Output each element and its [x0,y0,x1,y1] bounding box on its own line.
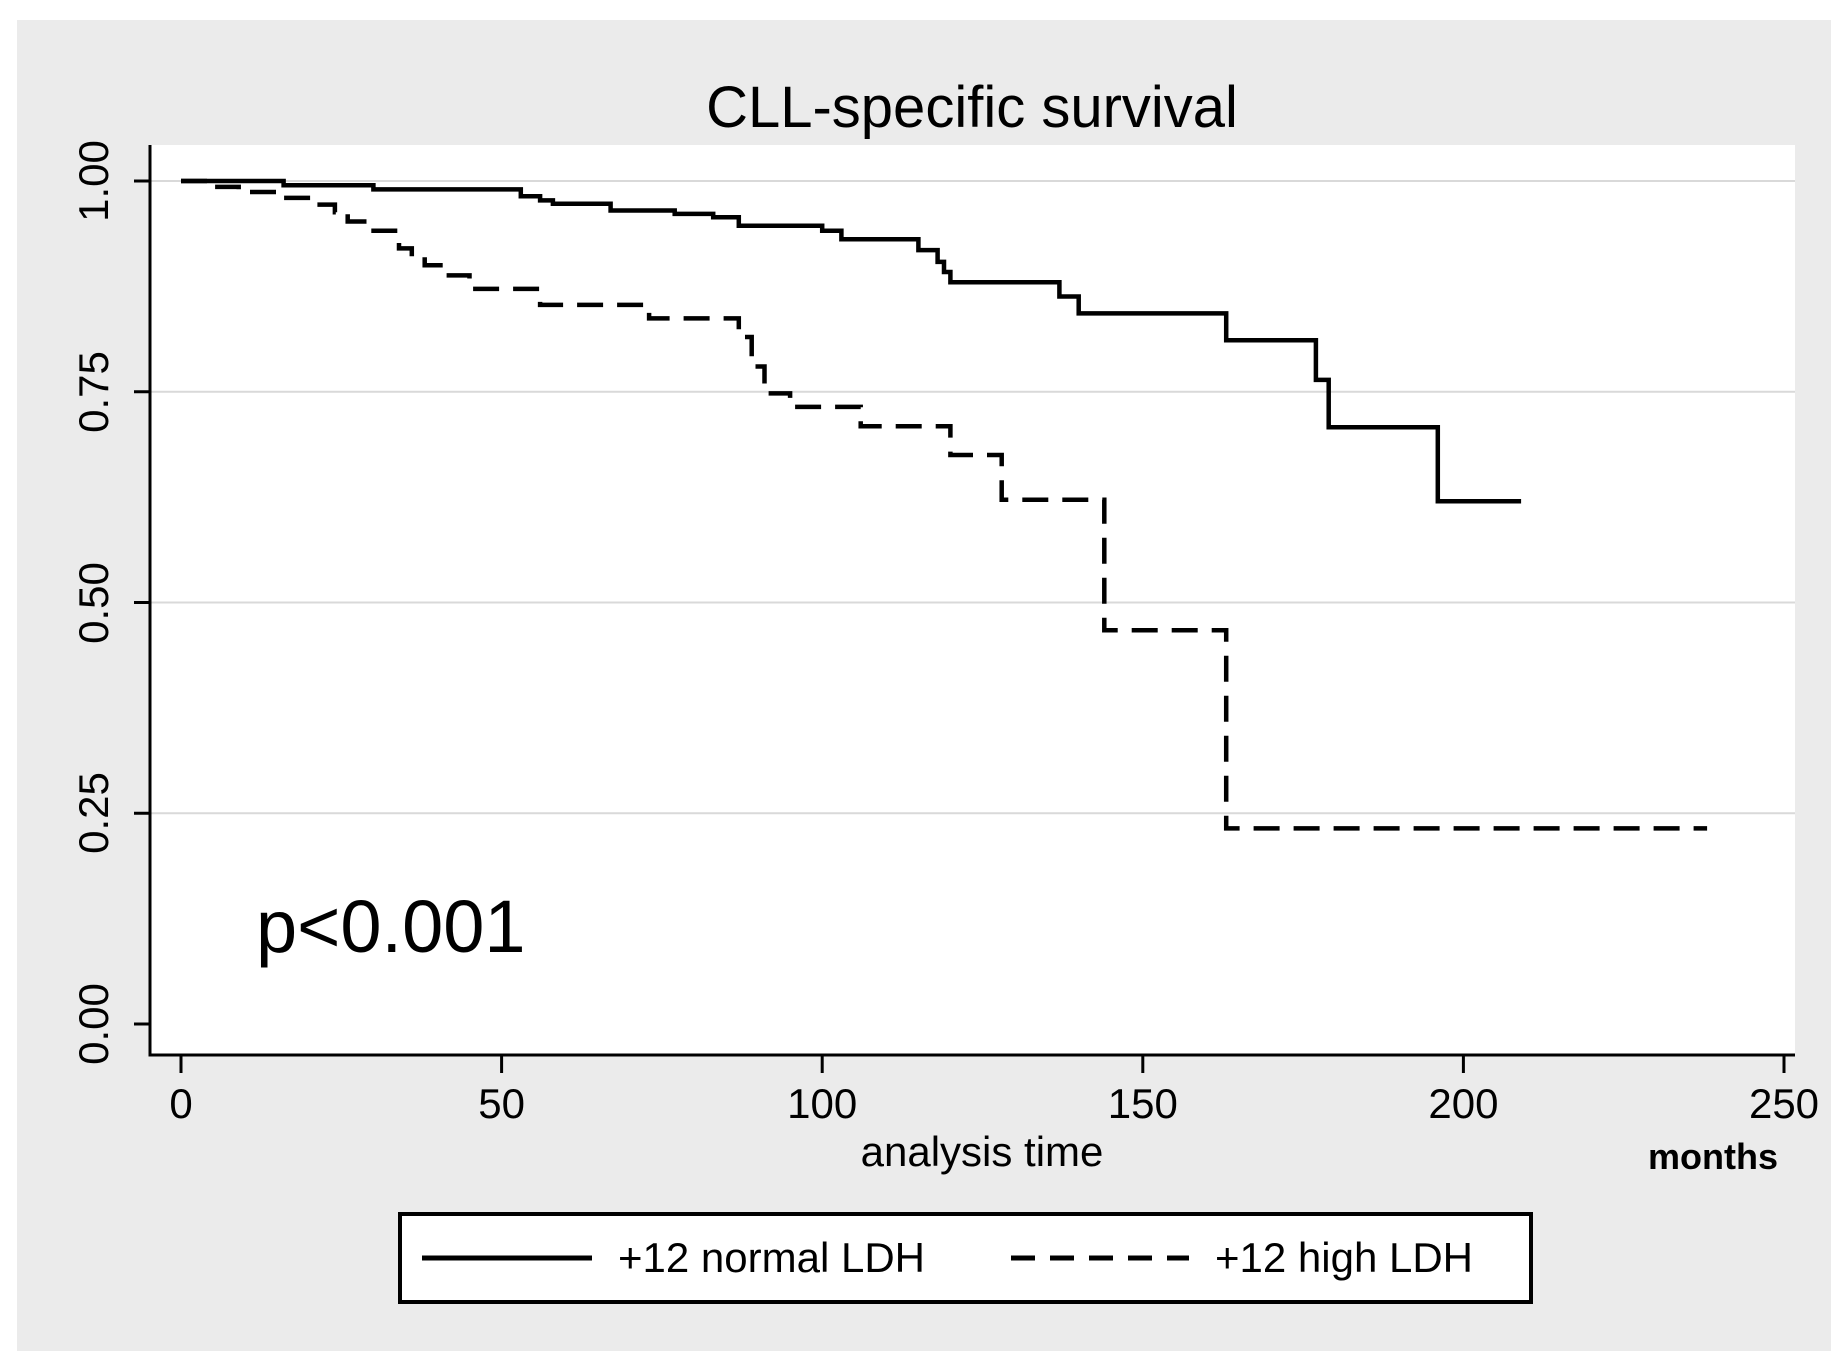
series-dashed [181,178,1708,831]
axis-line [148,145,1795,1057]
plot-area [150,145,1795,1055]
series-solid [181,178,1522,504]
